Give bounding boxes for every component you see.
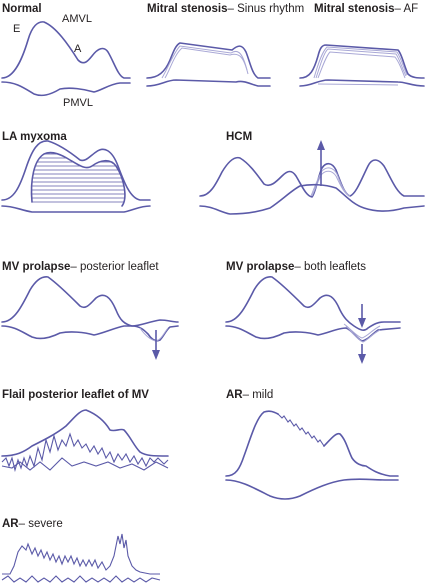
- sam-trace-faint: [311, 170, 351, 197]
- pmvl-trace: [1, 81, 131, 97]
- amvl-trace-faint: [164, 47, 249, 79]
- amvl-trace: [225, 410, 279, 477]
- panel-ms-sinus: Mitral stenosis– Sinus rhythm: [146, 3, 304, 87]
- panel-flail: Flail posterior leaflet of MV: [1, 389, 169, 473]
- label-e: E: [13, 23, 20, 35]
- amvl-trace: [1, 276, 179, 327]
- panel-title: MV prolapse– posterior leaflet: [2, 261, 159, 273]
- amvl-trace-faint: [315, 48, 407, 79]
- prolapse-arrowhead-top: [358, 318, 366, 328]
- pmvl-trace: [1, 575, 161, 583]
- amvl-trace-faint: [313, 46, 408, 79]
- panel-la-myxoma: LA myxoma: [1, 131, 151, 213]
- amvl-trace: [225, 276, 401, 331]
- amvl-trace: [299, 44, 425, 79]
- prolapse-arrowhead: [152, 350, 160, 360]
- sam-arrowhead: [317, 140, 325, 150]
- panel-title: LA myxoma: [2, 131, 67, 143]
- pmvl-trace: [299, 79, 425, 87]
- pmvl-trace: [199, 183, 425, 215]
- amvl-trace: [199, 156, 425, 198]
- pmvl-trace-faint: [317, 83, 399, 86]
- amvl-trace-faint: [317, 51, 406, 79]
- panel-ar-severe: AR– severe: [1, 518, 161, 583]
- prolapse-arrowhead-bottom: [358, 354, 366, 364]
- panel-title: Flail posterior leaflet of MV: [2, 389, 149, 401]
- label-amvl: AMVL: [62, 13, 92, 25]
- prolapse-trace-faint: [343, 323, 381, 339]
- amvl-trace: [1, 409, 169, 457]
- pmvl-trace: [1, 205, 151, 213]
- pmvl-trace: [225, 478, 399, 500]
- panel-mvp-both: MV prolapse– both leaflets: [225, 261, 401, 364]
- amvl-trace: [2, 533, 160, 575]
- sam-trace-faint: [310, 167, 351, 197]
- flutter-trace: [277, 413, 325, 447]
- panel-title: HCM: [226, 131, 252, 143]
- panel-title: AR– severe: [2, 518, 63, 530]
- flail-trace: [1, 432, 169, 473]
- panel-normal: Normal E AMVL A PMVL: [1, 3, 131, 109]
- panel-title: Mitral stenosis– AF: [314, 3, 418, 15]
- pmvl-trace: [1, 325, 179, 342]
- amvl-trace: [146, 42, 271, 79]
- myxoma-outline: [30, 151, 126, 207]
- pmvl-trace: [1, 457, 169, 471]
- panel-title: Normal: [2, 3, 42, 15]
- panel-hcm: HCM: [199, 131, 425, 215]
- panel-title: Mitral stenosis– Sinus rhythm: [147, 3, 304, 15]
- prolapse-trace-faint: [345, 325, 381, 343]
- pmvl-trace: [146, 79, 271, 87]
- panel-ms-af: Mitral stenosis– AF: [299, 3, 425, 87]
- myxoma-hatch: [31, 153, 125, 203]
- amvl-trace-faint: [161, 45, 248, 79]
- amvl-trace-end: [323, 432, 399, 477]
- panel-ar-mild: AR– mild: [225, 389, 399, 500]
- amvl-trace: [1, 140, 151, 201]
- panel-title: MV prolapse– both leaflets: [226, 261, 366, 273]
- amvl-trace: [1, 21, 131, 79]
- label-a: A: [74, 43, 82, 55]
- label-pmvl: PMVL: [63, 97, 93, 109]
- panel-title: AR– mild: [226, 389, 273, 401]
- panel-mvp-posterior: MV prolapse– posterior leaflet: [1, 261, 179, 360]
